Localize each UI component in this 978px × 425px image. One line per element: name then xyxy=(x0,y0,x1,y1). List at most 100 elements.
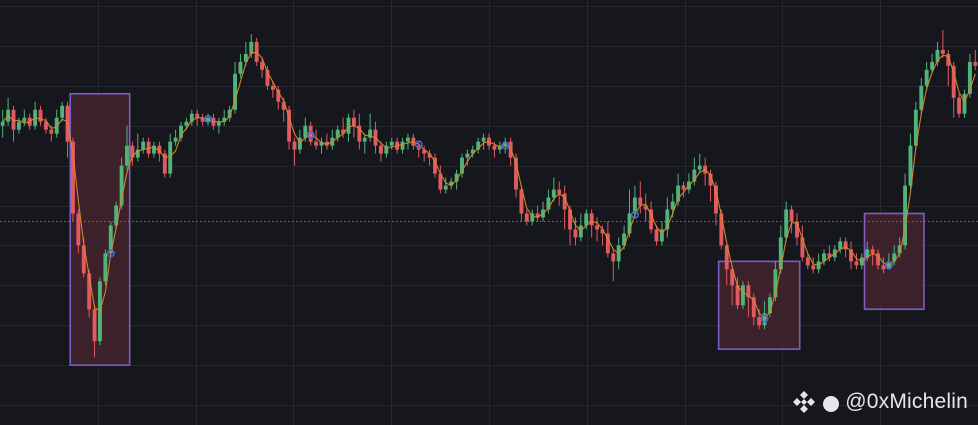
candle-body xyxy=(249,41,254,54)
candle-body xyxy=(227,109,232,118)
candle-body xyxy=(741,285,745,306)
candle-body xyxy=(254,41,259,62)
candle-body xyxy=(157,145,162,154)
candle-body xyxy=(314,141,319,146)
candle-body xyxy=(865,249,870,258)
candle-body xyxy=(81,245,86,274)
candle-body xyxy=(135,149,140,158)
candle-body xyxy=(519,189,524,214)
candle-body xyxy=(346,117,351,134)
candle-body xyxy=(778,237,783,270)
candle-body xyxy=(460,157,464,174)
ma-marker xyxy=(204,115,213,124)
candle-body xyxy=(854,261,859,266)
candle-body xyxy=(195,113,200,118)
candle-body xyxy=(76,213,81,246)
candle-body xyxy=(913,109,918,146)
candle-body xyxy=(503,141,508,146)
candle-body xyxy=(870,249,875,254)
candle-body xyxy=(0,121,5,126)
candle-body xyxy=(692,169,697,182)
candle-body xyxy=(98,281,102,342)
candle-body xyxy=(924,69,929,86)
candle-body xyxy=(622,233,627,246)
ma-marker xyxy=(760,314,769,323)
watermark-handle: @0xMichelin xyxy=(845,390,968,413)
candle-body xyxy=(681,185,686,190)
candle-body xyxy=(200,117,205,122)
candle-body xyxy=(238,61,243,74)
candle-body xyxy=(638,197,643,206)
ma-marker xyxy=(501,141,510,150)
candle-body xyxy=(773,269,778,298)
candle-body xyxy=(260,61,265,70)
candle-body xyxy=(908,145,913,186)
candle-body xyxy=(141,141,146,150)
candle-body xyxy=(665,209,670,230)
candle-body xyxy=(119,165,124,206)
candle-body xyxy=(87,273,92,310)
candle-body xyxy=(892,253,897,262)
candle-body xyxy=(849,249,853,262)
candle-body xyxy=(406,137,410,142)
candle-body xyxy=(746,285,751,298)
candle-body xyxy=(351,117,356,126)
candle-body xyxy=(595,225,600,230)
candle-body xyxy=(38,109,43,122)
ma-marker xyxy=(630,210,639,219)
candle-body xyxy=(903,185,908,246)
candle-body xyxy=(281,101,286,110)
candle-body xyxy=(43,121,48,130)
candle-body xyxy=(362,137,367,142)
candle-body xyxy=(492,145,497,150)
candle-body xyxy=(103,253,108,282)
ma-marker xyxy=(306,131,315,140)
candle-body xyxy=(551,189,556,198)
candle-body xyxy=(481,137,486,142)
candle-body xyxy=(173,137,178,142)
candle-body xyxy=(719,213,724,246)
candle-body xyxy=(573,229,578,238)
candle-body xyxy=(811,265,816,270)
candle-body xyxy=(632,197,637,214)
candle-body xyxy=(789,209,794,222)
candle-body xyxy=(930,61,935,70)
candle-body xyxy=(708,173,713,186)
candle-body xyxy=(951,65,956,98)
candle-body xyxy=(535,213,540,218)
candle-body xyxy=(546,197,551,210)
candle-body xyxy=(303,125,308,138)
candle-body xyxy=(433,157,437,174)
candle-body xyxy=(822,253,826,262)
candle-body xyxy=(184,121,189,126)
candle-body xyxy=(152,145,156,154)
candle-body xyxy=(800,237,805,258)
candle-body xyxy=(308,125,313,142)
candle-body xyxy=(270,85,275,90)
candle-body xyxy=(400,141,405,150)
candle-body xyxy=(530,213,535,222)
candle-body xyxy=(335,129,340,138)
candle-body xyxy=(22,117,27,122)
candle-body xyxy=(470,149,475,154)
candle-body xyxy=(940,49,945,54)
ma-marker xyxy=(414,140,423,149)
candle-body xyxy=(962,93,967,114)
candle-body xyxy=(168,141,173,174)
candle-body xyxy=(589,213,594,226)
candle-body xyxy=(649,209,654,230)
candle-body xyxy=(935,49,940,62)
candle-body xyxy=(730,269,735,286)
candle-body xyxy=(724,245,729,270)
candle-body xyxy=(368,129,373,138)
candle-body xyxy=(827,253,832,258)
candle-body xyxy=(16,121,21,130)
candle-body xyxy=(876,253,880,266)
candle-body xyxy=(795,221,799,238)
candle-body xyxy=(784,209,789,238)
ma-marker xyxy=(884,261,893,270)
moving-average-line xyxy=(2,52,976,320)
candle-body xyxy=(130,145,135,158)
